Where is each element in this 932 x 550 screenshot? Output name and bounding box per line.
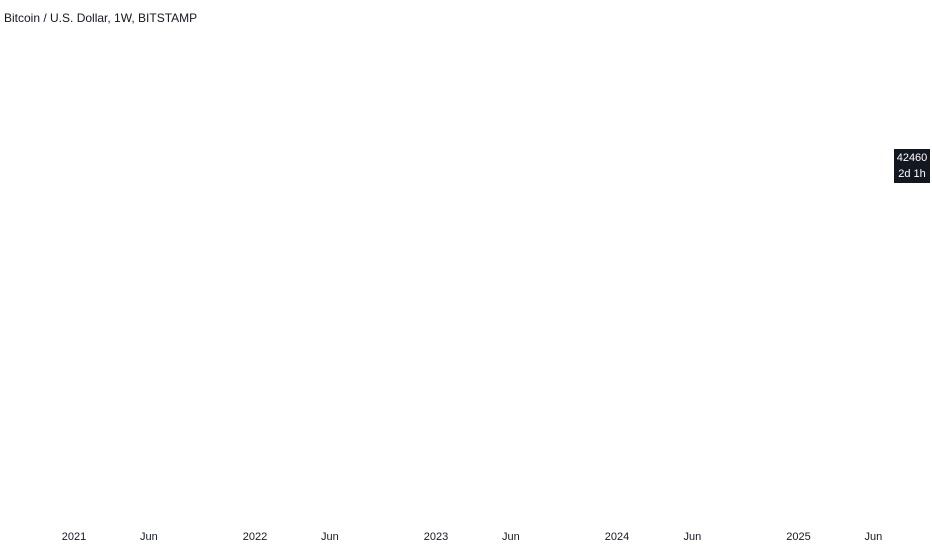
time-tick-label: 2021	[62, 531, 86, 543]
time-tick-label: Jun	[502, 531, 520, 543]
time-axis[interactable]: 2021 Jun 2022 Jun 2023 Jun 2024 Jun 2025 Jun	[62, 531, 882, 543]
time-tick-label: Jun	[140, 531, 158, 543]
time-tick-label: 2023	[424, 531, 448, 543]
bar-countdown: 2d 1h	[898, 168, 926, 180]
time-tick-label: 2025	[786, 531, 810, 543]
time-tick-label: 2024	[605, 531, 629, 543]
time-tick-label: Jun	[865, 531, 883, 543]
chart-title: Bitcoin / U.S. Dollar, 1W, BITSTAMP	[4, 11, 198, 25]
time-tick-label: 2022	[243, 531, 267, 543]
time-tick-label: Jun	[684, 531, 702, 543]
current-price-value: 42460	[896, 152, 928, 164]
current-price-label: 42460 2d 1h	[894, 149, 930, 183]
time-tick-label: Jun	[321, 531, 339, 543]
